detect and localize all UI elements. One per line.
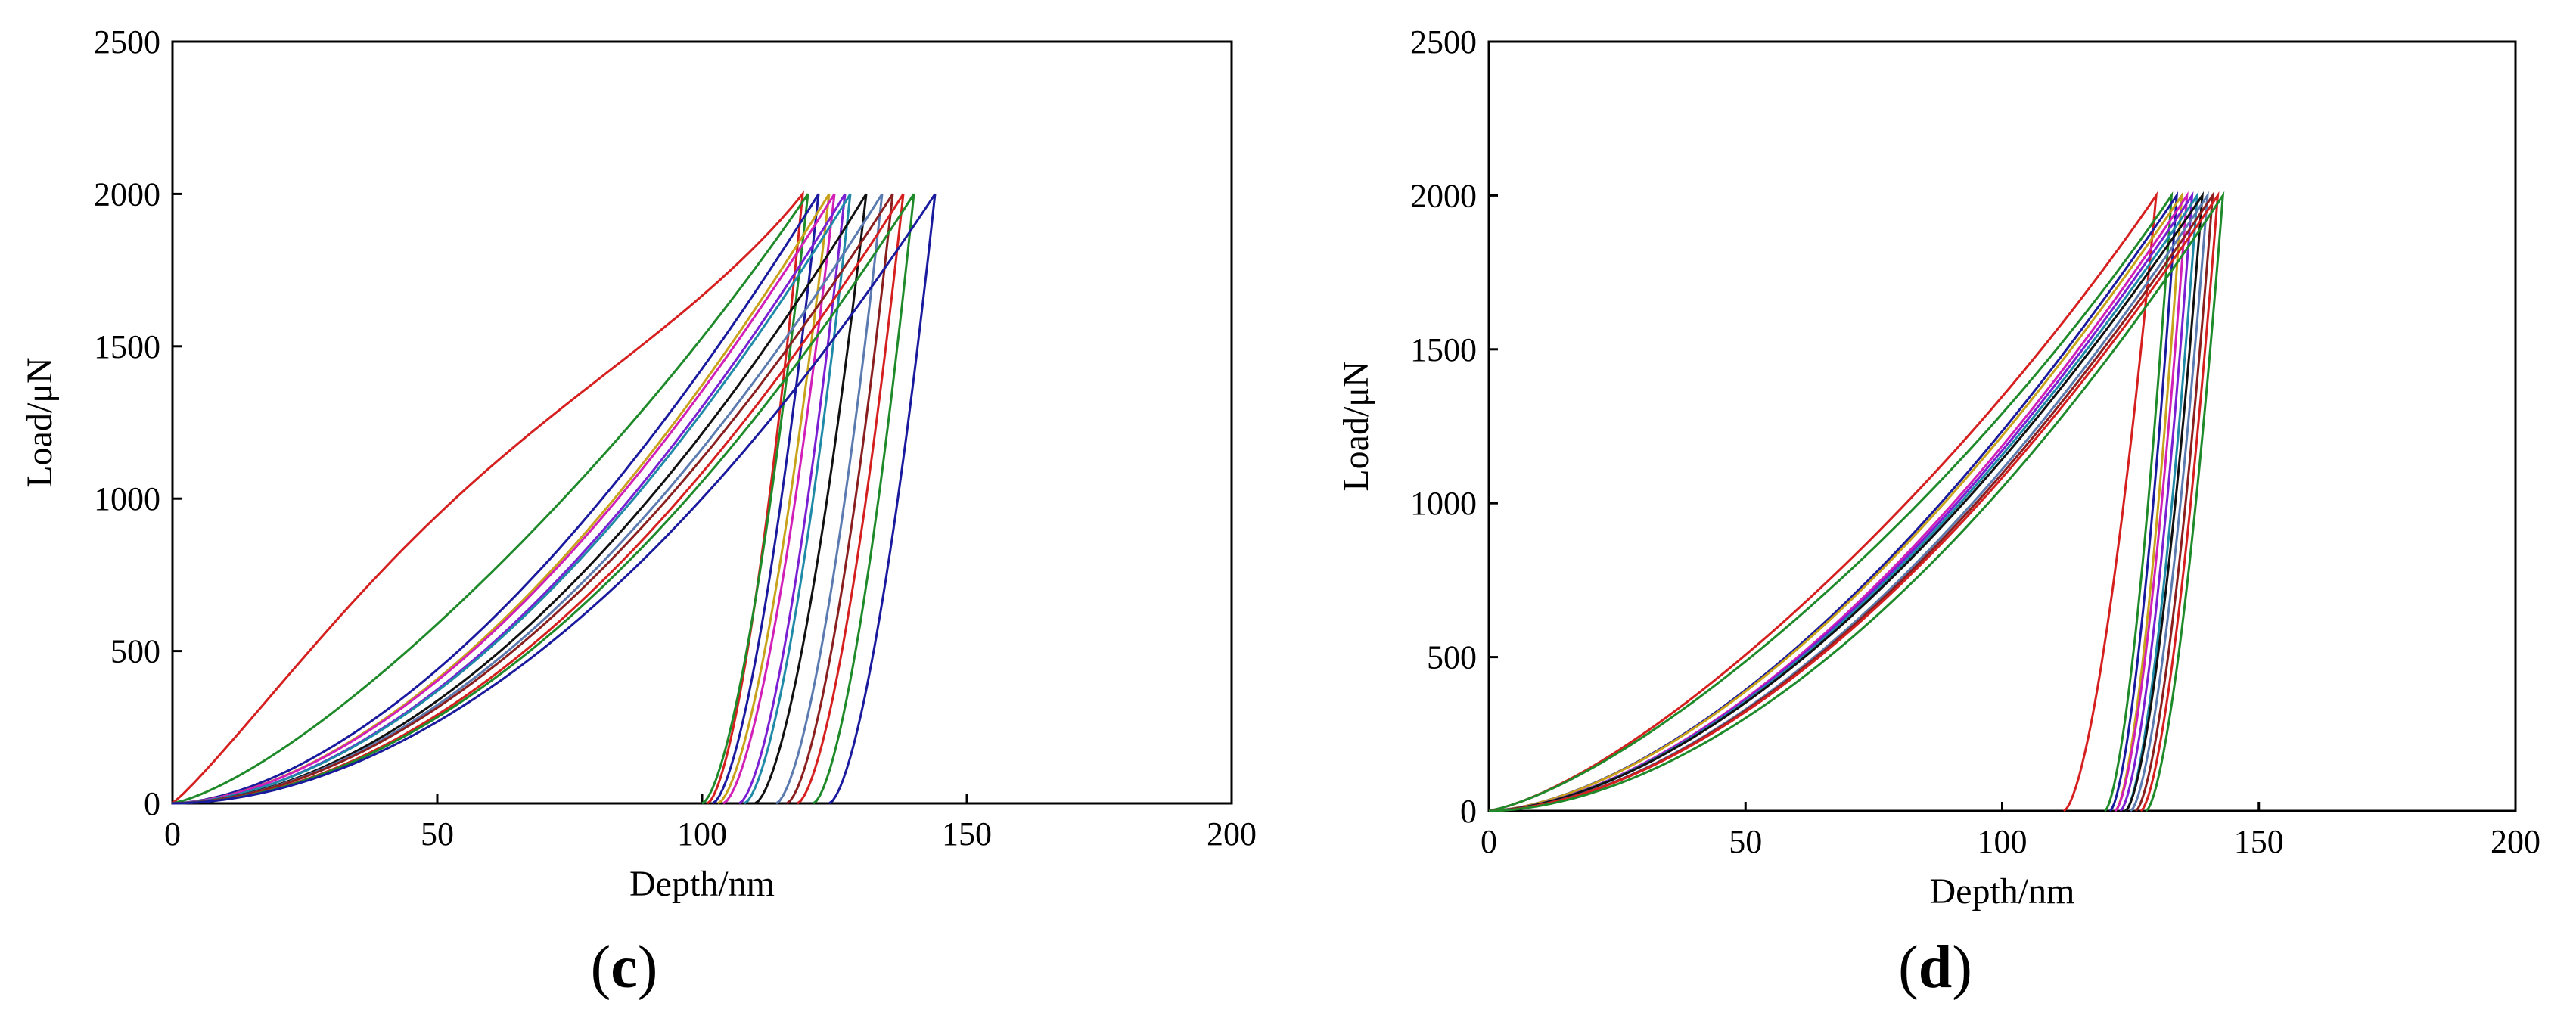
y-axis-label: Load/μN [20,357,60,487]
x-tick-label: 100 [1978,823,2028,860]
x-tick-label: 50 [1729,823,1762,860]
load-depth-curve [172,193,820,805]
load-depth-curve [1488,191,2205,812]
load-depth-curve [1488,191,2220,812]
load-depth-curve [172,193,868,805]
panel-caption: (c) [591,934,658,1001]
y-tick-label: 0 [144,785,160,822]
load-depth-curve [172,193,894,805]
x-axis-label: Depth/nm [629,864,775,904]
y-tick-label: 0 [1460,793,1477,830]
load-depth-curve [1488,191,2189,812]
load-depth-curve [172,193,831,805]
load-depth-curve [172,193,937,805]
y-tick-label: 2500 [94,23,160,61]
load-depth-curve [1488,191,2194,812]
x-tick-label: 0 [164,815,181,853]
x-tick-label: 150 [2234,823,2284,860]
load-depth-curve [172,193,836,805]
y-axis-label: Load/μN [1336,361,1376,491]
y-tick-label: 1000 [1410,485,1477,522]
y-tick-label: 1000 [94,480,160,517]
load-depth-curve [1488,191,2209,812]
load-depth-curve [1488,191,2174,812]
x-tick-label: 150 [942,815,992,853]
load-depth-curve [1488,191,2158,812]
load-depth-curve [1488,191,2179,812]
load-depth-curve [172,193,809,805]
y-tick-label: 1500 [1410,331,1477,368]
x-tick-label: 200 [1207,815,1257,853]
y-tick-label: 500 [110,633,160,670]
y-tick-label: 2000 [94,175,160,213]
y-tick-label: 500 [1427,639,1477,676]
load-depth-curve [172,193,852,805]
y-tick-label: 2000 [1410,177,1477,214]
load-depth-curve [1488,191,2225,812]
chart-panel-d: 0 500 1000 1500 2000 2500 0 50 100 150 200 Depth/nm… [1336,23,2540,1001]
x-tick-label: 100 [677,815,727,853]
panel-caption: (d) [1898,934,1972,1001]
panel-caption-letter: c [611,934,638,1001]
y-tick-label: 1500 [94,328,160,365]
chart-panel-c: 0 500 1000 1500 2000 2500 0 50 100 150 200 Depth/nm… [20,23,1257,1001]
load-depth-curve [172,190,804,805]
x-tick-label: 200 [2491,823,2540,860]
panel-caption-letter: d [1919,934,1953,1001]
y-tick-label: 2500 [1410,23,1477,61]
x-tick-label: 0 [1481,823,1497,860]
plot-frame [1487,40,2517,812]
plot-frame [171,40,1233,805]
load-depth-curve [172,193,915,805]
x-tick-label: 50 [421,815,454,853]
load-depth-curve [1488,191,2183,812]
x-axis-label: Depth/nm [1930,871,2075,912]
